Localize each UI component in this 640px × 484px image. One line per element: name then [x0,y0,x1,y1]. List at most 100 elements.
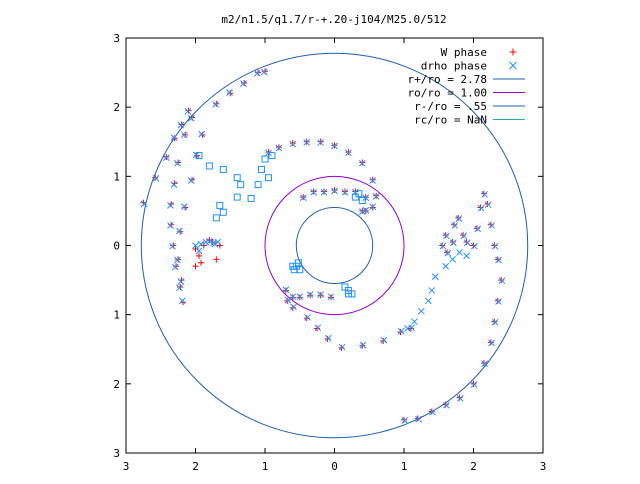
drho-phase-point [187,114,195,122]
drho-phase-point [177,121,185,129]
drho-phase-point [170,181,178,188]
circles-layer [140,52,529,439]
drho-phase-point [418,307,425,315]
drho-phase-point [317,291,324,298]
drho-phase-point [474,225,482,233]
drho-phase-point [289,140,297,148]
drho-square-point [247,194,255,202]
drho-square-point [348,290,356,298]
drho-phase-point [187,177,195,184]
drho-phase-point [481,190,488,198]
w-phase-point [192,263,199,270]
drho-phase-point [358,208,366,215]
drho-phase-point [439,242,447,250]
drho-phase-point [481,360,488,368]
drho-phase-point [299,194,307,202]
drho-phase-point [296,293,304,301]
drho-phase-point [304,314,311,321]
drho-phase-point [404,325,411,332]
drho-phase-point [290,303,297,311]
drho-phase-point [254,69,261,77]
y-tick-label: 1 [113,309,120,322]
drho-phase-point [477,204,485,212]
drho-phase-point [359,341,367,349]
circle-series [295,206,374,285]
drho-square-point [216,201,224,209]
drho-square-point [195,152,203,160]
drho-phase-point [498,277,506,285]
drho-phase-point [401,417,409,424]
drho-phase-point [174,159,181,167]
drho-phase-point [429,408,436,416]
legend-label: drho phase [421,60,487,73]
drho-phase-point [206,237,213,245]
drho-square-point [261,155,269,163]
drho-phase-point [176,284,183,292]
drho-phase-point [415,415,422,423]
drho-phase-point [456,249,463,256]
drho-phase-point [184,107,192,115]
drho-phase-point [484,201,492,209]
y-tick-label: 2 [113,101,120,114]
drho-phase-point [284,296,292,304]
drho-phase-point [324,334,332,342]
drho-square-point [294,259,302,267]
drho-phase-point [442,262,450,270]
drho-phase-point [169,242,176,250]
drho-phase-point [369,177,377,184]
drho-phase-point [310,188,318,196]
drho-phase-point [345,149,352,157]
drho-phase-point [197,240,205,248]
legend-label: r+/ro = 2.78 [408,73,487,86]
drho-phase-point [212,101,220,108]
drho-square-point [358,197,366,205]
drho-square-point [296,266,304,274]
x-tick-label: 1 [262,460,269,473]
drho-square-point [233,174,241,182]
drho-phase-point [181,203,188,211]
drho-phase-point [488,339,495,347]
drho-phase-point [488,222,495,229]
drho-phase-point [491,318,499,326]
drho-phase-point [167,222,174,229]
drho-phase-point [443,232,450,240]
drho-phase-point [491,242,499,250]
drho-phase-point [449,239,457,247]
x-tick-label: 0 [331,460,338,473]
legend-label: ro/ro = 1.00 [408,87,487,100]
w-phase-point [213,256,220,263]
drho-phase-point [444,249,452,257]
drho-square-point [205,162,213,170]
drho-phase-point [198,130,206,138]
circle-series [140,52,529,439]
y-tick-label: 3 [113,32,120,45]
x-tick-label: 3 [540,460,547,473]
drho-square-point [258,165,266,173]
legend-label: W phase [441,46,487,59]
drho-phase-point [411,318,418,325]
drho-phase-point [282,286,290,294]
x-tick-label: 3 [123,460,130,473]
drho-phase-point [303,139,311,146]
drho-phase-point [140,200,148,208]
drho-phase-point [397,327,405,335]
drho-phase-point [320,188,328,196]
drho-phase-point [455,215,463,222]
drho-square-point [233,193,241,201]
drho-phase-point [275,144,283,152]
drho-phase-point [171,263,179,271]
drho-phase-point [470,242,478,250]
drho-square-point [254,181,262,189]
w-phase-point [198,259,205,266]
drho-phase-point [192,242,199,249]
drho-phase-point [170,134,178,141]
drho-phase-point [240,80,247,88]
y-tick-label: 3 [113,447,120,460]
drho-phase-point [451,222,459,229]
drho-square-point [264,174,272,182]
drho-phase-point [331,142,338,150]
drho-phase-point [338,343,346,351]
drho-phase-point [177,278,185,285]
